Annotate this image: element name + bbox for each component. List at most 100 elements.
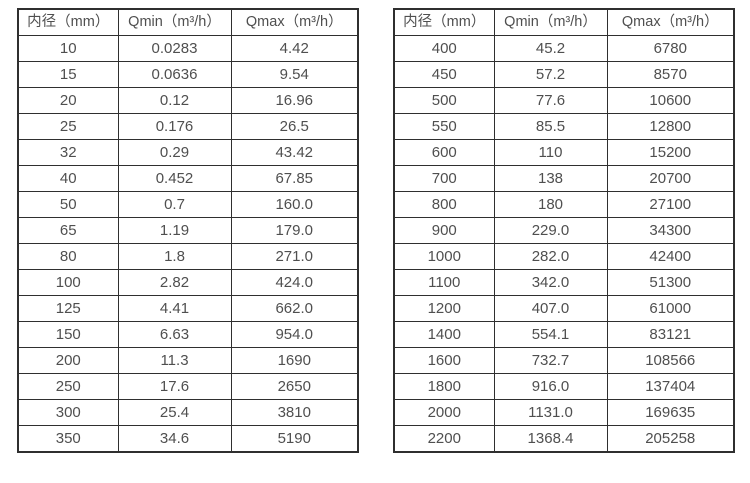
table-cell: 662.0: [230, 295, 359, 322]
table-cell: 1131.0: [493, 399, 608, 426]
table-row: 125 4.41 662.0: [17, 295, 359, 322]
table-cell: 300: [17, 399, 119, 426]
header-qmax: Qmax（m³/h）: [230, 8, 359, 36]
table-cell: 3810: [230, 399, 359, 426]
table-row: 200 11.3 1690: [17, 347, 359, 374]
table-cell: 138: [493, 165, 608, 192]
table-cell: 407.0: [493, 295, 608, 322]
table-cell: 110: [493, 139, 608, 166]
table-cell: 42400: [606, 243, 735, 270]
table-row: 900 229.0 34300: [393, 217, 735, 244]
table-cell: 100: [17, 269, 119, 296]
table-row: 1100 342.0 51300: [393, 269, 735, 296]
table-row: 400 45.2 6780: [393, 35, 735, 62]
table-cell: 20700: [606, 165, 735, 192]
table-row: 1000 282.0 42400: [393, 243, 735, 270]
table-cell: 350: [17, 425, 119, 453]
table-row: 550 85.5 12800: [393, 113, 735, 140]
table-cell: 1600: [393, 347, 495, 374]
table-cell: 700: [393, 165, 495, 192]
table-cell: 57.2: [493, 61, 608, 88]
table-cell: 1400: [393, 321, 495, 348]
table-cell: 2.82: [117, 269, 232, 296]
table-cell: 0.0636: [117, 61, 232, 88]
table-cell: 2650: [230, 373, 359, 400]
table-cell: 150: [17, 321, 119, 348]
table-cell: 1800: [393, 373, 495, 400]
table-cell: 27100: [606, 191, 735, 218]
table-cell: 732.7: [493, 347, 608, 374]
flow-table-small-diameters: 内径（mm） Qmin（m³/h） Qmax（m³/h） 10 0.0283 4.4…: [17, 8, 359, 453]
table-cell: 85.5: [493, 113, 608, 140]
table-cell: 83121: [606, 321, 735, 348]
table-row: 800 180 27100: [393, 191, 735, 218]
table-cell: 43.42: [230, 139, 359, 166]
table-row: 15 0.0636 9.54: [17, 61, 359, 88]
table-cell: 4.41: [117, 295, 232, 322]
table-cell: 34300: [606, 217, 735, 244]
table-cell: 1200: [393, 295, 495, 322]
table-cell: 10600: [606, 87, 735, 114]
table-cell: 916.0: [493, 373, 608, 400]
table-cell: 0.176: [117, 113, 232, 140]
table-cell: 0.29: [117, 139, 232, 166]
table-cell: 800: [393, 191, 495, 218]
table-row: 300 25.4 3810: [17, 399, 359, 426]
table-cell: 2000: [393, 399, 495, 426]
table-cell: 137404: [606, 373, 735, 400]
table-row: 1600 732.7 108566: [393, 347, 735, 374]
table-cell: 77.6: [493, 87, 608, 114]
table-row: 500 77.6 10600: [393, 87, 735, 114]
table-cell: 32: [17, 139, 119, 166]
table-cell: 600: [393, 139, 495, 166]
table-row: 350 34.6 5190: [17, 425, 359, 453]
table-cell: 271.0: [230, 243, 359, 270]
table-cell: 6.63: [117, 321, 232, 348]
table-cell: 205258: [606, 425, 735, 453]
table-cell: 40: [17, 165, 119, 192]
table-cell: 65: [17, 217, 119, 244]
table-cell: 25.4: [117, 399, 232, 426]
table-row: 700 138 20700: [393, 165, 735, 192]
table-row: 600 110 15200: [393, 139, 735, 166]
table-cell: 15200: [606, 139, 735, 166]
table-cell: 179.0: [230, 217, 359, 244]
table-cell: 20: [17, 87, 119, 114]
table-cell: 0.12: [117, 87, 232, 114]
table-row: 1200 407.0 61000: [393, 295, 735, 322]
table-row: 20 0.12 16.96: [17, 87, 359, 114]
header-qmin: Qmin（m³/h）: [117, 8, 232, 36]
table-cell: 0.0283: [117, 35, 232, 62]
table-cell: 900: [393, 217, 495, 244]
table-row: 2200 1368.4 205258: [393, 425, 735, 453]
table-cell: 282.0: [493, 243, 608, 270]
table-cell: 169635: [606, 399, 735, 426]
table-cell: 67.85: [230, 165, 359, 192]
table-cell: 17.6: [117, 373, 232, 400]
table-cell: 424.0: [230, 269, 359, 296]
table-cell: 80: [17, 243, 119, 270]
table-cell: 250: [17, 373, 119, 400]
table-cell: 1368.4: [493, 425, 608, 453]
table-cell: 1.19: [117, 217, 232, 244]
table-cell: 554.1: [493, 321, 608, 348]
table-cell: 51300: [606, 269, 735, 296]
table-cell: 8570: [606, 61, 735, 88]
header-diameter: 内径（mm）: [393, 8, 495, 36]
table-row: 40 0.452 67.85: [17, 165, 359, 192]
table-row: 1400 554.1 83121: [393, 321, 735, 348]
table-row: 10 0.0283 4.42: [17, 35, 359, 62]
table-body: 10 0.0283 4.42 15 0.0636 9.54 20 0.12 16.96 25 0.1…: [17, 35, 359, 453]
table-cell: 15: [17, 61, 119, 88]
header-qmax: Qmax（m³/h）: [606, 8, 735, 36]
table-row: 100 2.82 424.0: [17, 269, 359, 296]
table-cell: 11.3: [117, 347, 232, 374]
table-cell: 16.96: [230, 87, 359, 114]
table-row: 2000 1131.0 169635: [393, 399, 735, 426]
table-body: 400 45.2 6780 450 57.2 8570 500 77.6 10600 550 85.…: [393, 35, 735, 453]
table-cell: 160.0: [230, 191, 359, 218]
table-header-row: 内径（mm） Qmin（m³/h） Qmax（m³/h）: [17, 8, 359, 36]
table-row: 50 0.7 160.0: [17, 191, 359, 218]
header-diameter: 内径（mm）: [17, 8, 119, 36]
flow-table-large-diameters: 内径（mm） Qmin（m³/h） Qmax（m³/h） 400 45.2 6780…: [393, 8, 735, 453]
